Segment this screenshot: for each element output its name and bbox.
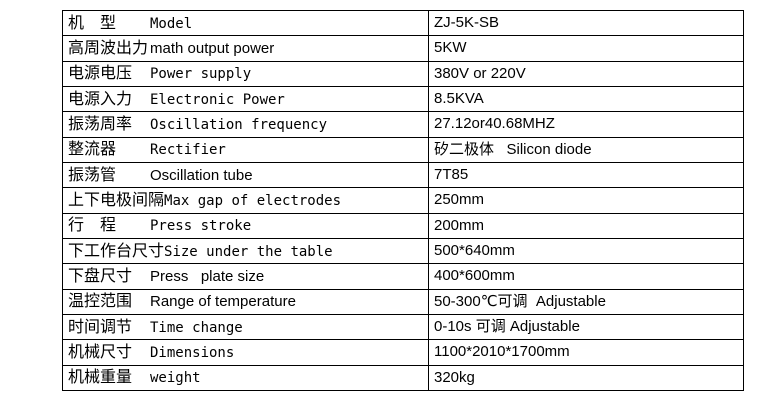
value-cell: 0-10s 可调 Adjustable [428, 313, 744, 341]
table-row: 时间调节 Time change 0-10s 可调 Adjustable [62, 313, 744, 341]
spec-zh-label: 行 程 [68, 215, 117, 235]
value-cell: 400*600mm [428, 263, 744, 290]
spec-value: 1100*2010*1700mm [434, 343, 570, 361]
spec-en-label: Oscillation frequency [150, 116, 328, 133]
spec-value: ZJ-5K-SB [434, 14, 500, 32]
spec-value: 320kg [434, 368, 475, 386]
spec-cell: 行 程 Press stroke [62, 212, 429, 239]
value-cell: 1100*2010*1700mm [428, 339, 744, 366]
spec-en-label: Model [150, 15, 193, 32]
value-cell: 5KW [428, 35, 744, 62]
spec-en-label: Electronic Power [150, 91, 285, 108]
value-cell: 27.12or40.68MHZ [428, 111, 744, 138]
table-row: 电源电压 Power supply 380V or 220V [62, 60, 744, 87]
table-row: 机械尺寸 Dimensions 1100*2010*1700mm [62, 339, 744, 366]
spec-en-label: Time change [150, 319, 243, 336]
spec-zh-label: 机械重量 [68, 367, 133, 387]
table-row: 上下电极间隔Max gap of electrodes 250mm [62, 187, 744, 214]
value-cell: ZJ-5K-SB [428, 9, 744, 37]
value-cell: 7T85 [428, 161, 744, 189]
spec-value: 500*640mm [434, 242, 515, 260]
value-cell: 320kg [428, 364, 744, 392]
spec-cell: 高周波出力 math output power [62, 35, 429, 62]
spec-cell: 时间调节 Time change [62, 313, 429, 341]
spec-cell: 温控范围 Range of temperature [62, 288, 429, 315]
spec-value: 200mm [434, 216, 485, 234]
table-row: 温控范围 Range of temperature 50-300℃可调 Adjus… [62, 288, 744, 315]
spec-en-label: Rectifier [150, 142, 226, 159]
spec-en-label: Max gap of electrodes [164, 192, 342, 209]
spec-en-label: Size under the table [164, 243, 333, 260]
spec-zh-label: 下盘尺寸 [68, 265, 133, 285]
table-row: 机械重量 weight 320kg [62, 364, 744, 392]
value-cell: 矽二极体 Silicon diode [428, 136, 744, 163]
table-row: 机 型 Model ZJ-5K-SB [62, 9, 744, 37]
spec-value: 矽二极体 Silicon diode [434, 140, 592, 158]
spec-cell: 机 型 Model [62, 9, 429, 37]
spec-zh-label: 机 型 [68, 12, 117, 32]
spec-zh-label: 高周波出力 [68, 37, 149, 57]
spec-en-label: weight [150, 370, 201, 387]
spec-cell: 下盘尺寸 Press plate size [62, 263, 429, 290]
spec-cell: 电源电压 Power supply [62, 60, 429, 87]
spec-zh-label: 电源电压 [68, 63, 133, 83]
spec-zh-label: 上下电极间隔 [68, 189, 165, 209]
spec-value: 250mm [434, 191, 485, 209]
table-row: 下工作台尺寸Size under the table 500*640mm [62, 237, 744, 265]
value-cell: 250mm [428, 187, 744, 214]
spec-zh-label: 电源入力 [68, 88, 133, 108]
spec-zh-label: 振荡周率 [68, 113, 133, 133]
spec-cell: 机械重量 weight [62, 364, 429, 392]
spec-zh-label: 下工作台尺寸 [68, 240, 165, 260]
table-row: 振荡周率 Oscillation frequency 27.12or40.68MH… [62, 111, 744, 138]
spec-zh-label: 温控范围 [68, 291, 133, 311]
spec-value: 8.5KVA [434, 90, 484, 108]
spec-en-label: math output power [150, 39, 275, 57]
spec-value: 380V or 220V [434, 64, 526, 82]
spec-en-label: Press plate size [150, 267, 265, 285]
spec-value: 0-10s 可调 Adjustable [434, 318, 580, 336]
value-cell: 200mm [428, 212, 744, 239]
table-row: 高周波出力 math output power 5KW [62, 35, 744, 62]
spec-value: 27.12or40.68MHZ [434, 115, 555, 133]
value-cell: 500*640mm [428, 237, 744, 265]
value-cell: 380V or 220V [428, 60, 744, 87]
spec-en-label: Dimensions [150, 344, 235, 361]
spec-cell: 下工作台尺寸Size under the table [62, 237, 429, 265]
spec-cell: 机械尺寸 Dimensions [62, 339, 429, 366]
spec-zh-label: 时间调节 [68, 316, 133, 336]
table-row: 电源入力 Electronic Power 8.5KVA [62, 85, 744, 113]
spec-cell: 上下电极间隔Max gap of electrodes [62, 187, 429, 214]
spec-zh-label: 振荡管 [68, 164, 117, 184]
spec-en-label: Oscillation tube [150, 166, 253, 184]
table-row: 下盘尺寸 Press plate size 400*600mm [62, 263, 744, 290]
table-row: 整流器 Rectifier 矽二极体 Silicon diode [62, 136, 744, 163]
spec-en-label: Range of temperature [150, 293, 296, 311]
spec-cell: 整流器 Rectifier [62, 136, 429, 163]
spec-en-label: Press stroke [150, 218, 252, 235]
value-cell: 50-300℃可调 Adjustable [428, 288, 744, 315]
table-row: 振荡管 Oscillation tube 7T85 [62, 161, 744, 189]
spec-cell: 振荡周率 Oscillation frequency [62, 111, 429, 138]
spec-zh-label: 整流器 [68, 139, 117, 159]
spec-en-label: Power supply [150, 66, 252, 83]
spec-cell: 振荡管 Oscillation tube [62, 161, 429, 189]
spec-value: 5KW [434, 39, 467, 57]
spec-zh-label: 机械尺寸 [68, 341, 133, 361]
spec-value: 50-300℃可调 Adjustable [434, 292, 606, 310]
value-cell: 8.5KVA [428, 85, 744, 113]
table-row: 行 程 Press stroke 200mm [62, 212, 744, 239]
spec-table: 机 型 Model ZJ-5K-SB 高周波出力 math output power… [62, 9, 744, 392]
spec-value: 7T85 [434, 166, 469, 184]
spec-value: 400*600mm [434, 267, 515, 285]
spec-cell: 电源入力 Electronic Power [62, 85, 429, 113]
